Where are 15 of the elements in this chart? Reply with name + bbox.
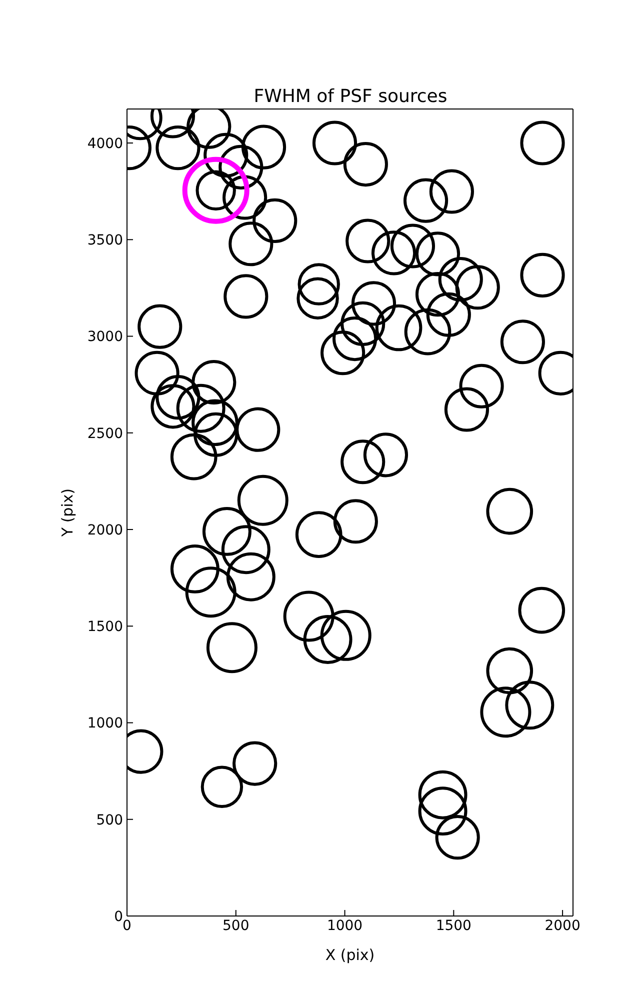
y-tick-label: 1000 <box>87 716 123 732</box>
y-tick-label: 2500 <box>87 426 123 442</box>
y-tick-label: 500 <box>96 812 123 828</box>
x-tick-label: 1000 <box>326 918 363 934</box>
y-tick-label: 1500 <box>87 619 123 636</box>
y-tick-label: 2000 <box>87 522 123 538</box>
y-tick-label: 4000 <box>87 136 123 152</box>
x-tick-label: 2000 <box>544 918 580 934</box>
y-axis-title: Y (pix) <box>58 488 76 538</box>
x-axis-title: X (pix) <box>325 946 375 964</box>
y-tick-label: 3000 <box>87 329 123 346</box>
y-tick-label: 3500 <box>87 232 123 249</box>
x-tick-label: 500 <box>222 918 250 934</box>
chart-title: FWHM of PSF sources <box>252 86 448 107</box>
x-tick-label: 1500 <box>436 918 472 934</box>
